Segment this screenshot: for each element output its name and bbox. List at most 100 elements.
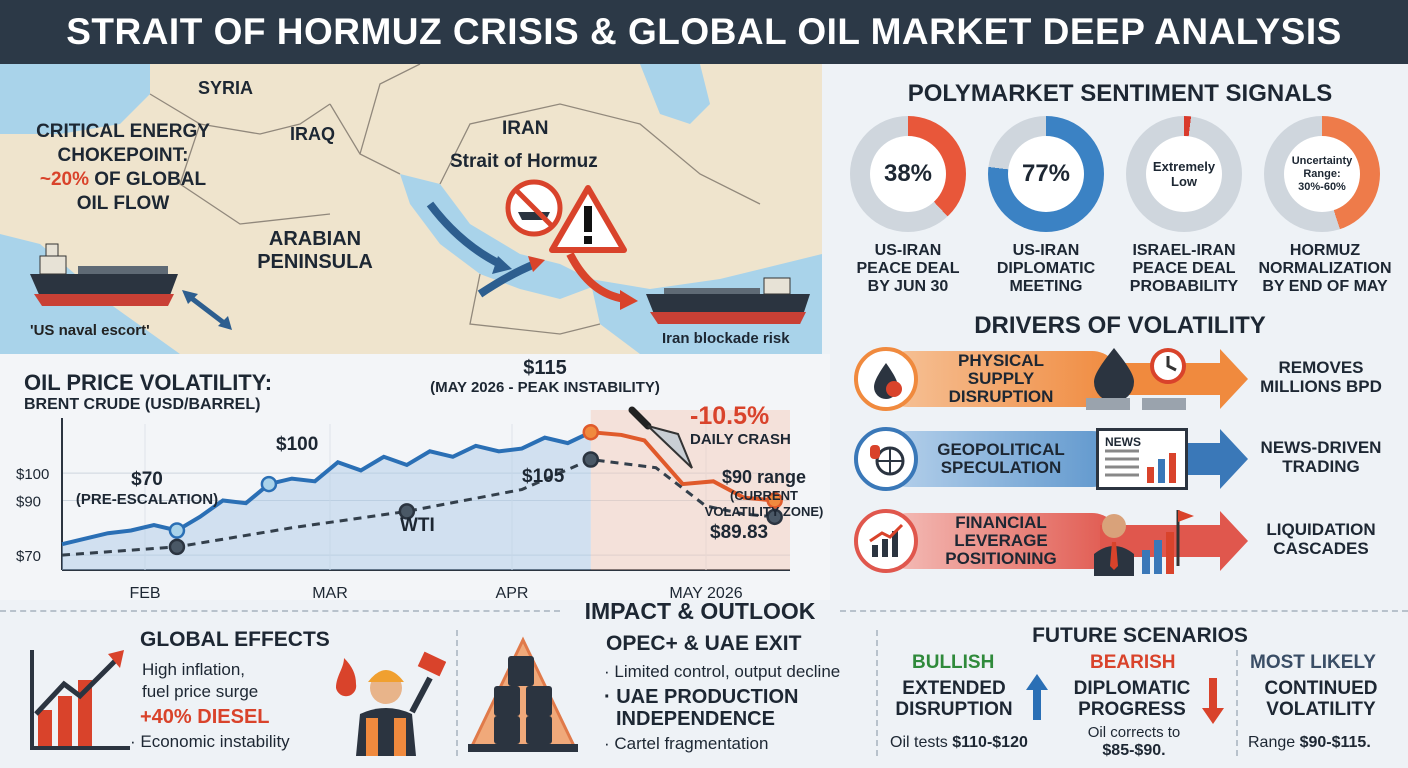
signal-ring-peace-deal: 38% bbox=[850, 116, 966, 232]
ring-center: Extremely Low bbox=[1146, 136, 1222, 212]
brent-point-pre bbox=[168, 522, 186, 539]
range-annotation: $90 range (CURRENT VOLATILITY ZONE) bbox=[704, 466, 824, 520]
likely-note: Range $90-$115. bbox=[1248, 734, 1371, 752]
signal-label-line: US-IRAN bbox=[1012, 242, 1080, 259]
wti-line bbox=[61, 457, 775, 557]
signal-label: ISRAEL-IRAN PEACE DEAL PROBABILITY bbox=[1119, 242, 1249, 296]
pre-value: $70 bbox=[131, 469, 163, 490]
likely-note-val: $90-$115. bbox=[1299, 734, 1371, 751]
ring-center: Uncertainty Range: 30%-60% bbox=[1284, 136, 1360, 212]
driver-result: NEWS-DRIVEN TRADING bbox=[1246, 438, 1396, 476]
crash-annotation: -10.5% DAILY CRASH bbox=[690, 402, 791, 448]
scenarios-title: FUTURE SCENARIOS bbox=[1032, 624, 1248, 647]
wti-current-annotation: $89.83 bbox=[710, 522, 769, 543]
range-value: $90 range bbox=[721, 467, 807, 487]
signal-label-line: HORMUZ bbox=[1289, 242, 1361, 259]
price-chart: $100 $90 $70 FEB MAR APR MAY 2026 bbox=[16, 410, 790, 600]
signal-label-line: US-IRAN bbox=[874, 242, 942, 259]
label-syria: SYRIA bbox=[198, 78, 254, 98]
news-label: NEWS bbox=[1105, 435, 1141, 449]
brent-area bbox=[62, 432, 591, 570]
driver-result-line: MILLIONS BPD bbox=[1260, 377, 1382, 396]
x-tick-label: MAY 2026 bbox=[669, 585, 742, 600]
pipeline-icon bbox=[854, 347, 918, 411]
ring-center: 38% bbox=[870, 136, 946, 212]
driver-pill bbox=[880, 431, 1120, 487]
bearish-tag: BEARISH bbox=[1090, 652, 1176, 673]
trader-icon bbox=[1094, 510, 1194, 576]
arrow-down-icon bbox=[1202, 678, 1224, 724]
driver-text-line: LEVERAGE bbox=[954, 531, 1048, 550]
signal-label-line: PROBABILITY bbox=[1129, 278, 1239, 295]
driver-row-geopolitical: GEOPOLITICAL SPECULATION NEWS NEWS-DRIVE… bbox=[850, 424, 1400, 494]
country-borders bbox=[149, 64, 761, 335]
label-strait: Strait of Hormuz bbox=[450, 151, 598, 172]
signal-ring-diplomatic-meeting: 77% bbox=[988, 116, 1104, 232]
driver-result-line: LIQUIDATION bbox=[1266, 520, 1376, 539]
uae-line2: INDEPENDENCE bbox=[616, 708, 775, 730]
bearish-body: DIPLOMATIC PROGRESS bbox=[1062, 678, 1202, 720]
scenario-separator bbox=[1236, 650, 1238, 756]
driver-text-line: POSITIONING bbox=[945, 549, 1057, 568]
uae-line1-wrap: · UAE PRODUCTION bbox=[604, 686, 799, 708]
x-tick-label: FEB bbox=[129, 585, 160, 600]
oil-barrels-icon bbox=[468, 636, 578, 752]
scenarios-divider bbox=[876, 630, 878, 756]
driver-text-line: FINANCIAL bbox=[955, 513, 1047, 532]
range-note1: (CURRENT bbox=[730, 488, 798, 503]
likely-line1: CONTINUED bbox=[1264, 678, 1378, 699]
bullish-note-pre: Oil tests bbox=[890, 734, 953, 751]
newspaper-icon: NEWS bbox=[1096, 428, 1188, 490]
opec-title: OPEC+ & UAE EXIT bbox=[606, 632, 802, 655]
driver-text: FINANCIAL LEVERAGE POSITIONING bbox=[926, 514, 1076, 568]
flow-arrows-icon bbox=[426, 201, 638, 310]
driver-result-line: NEWS-DRIVEN bbox=[1260, 438, 1382, 457]
signal-label-line: NORMALIZATION bbox=[1258, 260, 1392, 277]
bullish-note-val: $110-$120 bbox=[952, 734, 1028, 751]
pre-note: (PRE-ESCALATION) bbox=[75, 491, 219, 508]
driver-result-line: REMOVES bbox=[1278, 358, 1364, 377]
signal-label-line: PEACE DEAL bbox=[1132, 260, 1236, 277]
wti-point-mid bbox=[398, 503, 416, 520]
global-bullet: · Economic instability bbox=[130, 732, 290, 751]
polymarket-signals: 38% 77% Extremely Low Uncertainty Range:… bbox=[840, 110, 1400, 300]
driver-result: LIQUIDATION CASCADES bbox=[1246, 520, 1396, 558]
driver-result-line: TRADING bbox=[1282, 457, 1360, 476]
wti-peak-annotation: $105 bbox=[522, 466, 565, 487]
label-peninsula: PENINSULA bbox=[257, 251, 373, 273]
bearish-note-val: $85-$90. bbox=[1102, 742, 1166, 759]
bullish-tag: BULLISH bbox=[912, 652, 995, 673]
chokepoint-line3: OF GLOBAL bbox=[88, 169, 207, 190]
range-note2: VOLATILITY ZONE) bbox=[704, 504, 824, 519]
signal-label: US-IRAN DIPLOMATIC MEETING bbox=[981, 242, 1111, 296]
signal-value: 38% bbox=[883, 160, 933, 187]
global-bullet-text: Economic instability bbox=[140, 732, 290, 751]
brent-crash-line bbox=[590, 430, 775, 503]
signal-label: HORMUZ NORMALIZATION BY END OF MAY bbox=[1253, 242, 1397, 296]
opec-bullet1: · Limited control, output decline bbox=[604, 662, 841, 681]
driver-text-line: SUPPLY bbox=[967, 369, 1035, 388]
likely-body: CONTINUED VOLATILITY bbox=[1246, 678, 1396, 720]
bearish-note: Oil corrects to $85-$90. bbox=[1064, 724, 1204, 760]
driver-row-physical: PHYSICAL SUPPLY DISRUPTION REMOVES MILLI… bbox=[850, 344, 1400, 414]
arrow-up-icon bbox=[1026, 674, 1048, 720]
signal-value: Extremely Low bbox=[1152, 159, 1216, 189]
signal-value: Uncertainty Range: 30%-60% bbox=[1291, 154, 1353, 193]
signal-label: US-IRAN PEACE DEAL BY JUN 30 bbox=[843, 242, 973, 296]
driver-text-line: SPECULATION bbox=[940, 458, 1062, 477]
likely-tag: MOST LIKELY bbox=[1250, 652, 1376, 673]
opec-bullet2: · Cartel fragmentation bbox=[604, 734, 769, 753]
chokepoint-line1: CRITICAL ENERGY bbox=[36, 121, 210, 142]
globe-microphone-icon bbox=[854, 427, 918, 491]
signal-label-line: BY END OF MAY bbox=[1262, 278, 1388, 295]
escort-arrow-icon bbox=[182, 290, 232, 330]
sea-persian-gulf bbox=[400, 174, 600, 299]
brent-point-peak bbox=[582, 423, 600, 441]
signal-label-line: PEACE DEAL bbox=[856, 260, 960, 277]
y-tick-label: $70 bbox=[16, 548, 41, 565]
wti-point-peak bbox=[582, 451, 600, 468]
page-title: STRAIT OF HORMUZ CRISIS & GLOBAL OIL MAR… bbox=[66, 11, 1342, 52]
signal-label-line: BY JUN 30 bbox=[867, 278, 949, 295]
worker-icon bbox=[336, 651, 446, 756]
hundred-annotation: $100 bbox=[276, 434, 319, 455]
